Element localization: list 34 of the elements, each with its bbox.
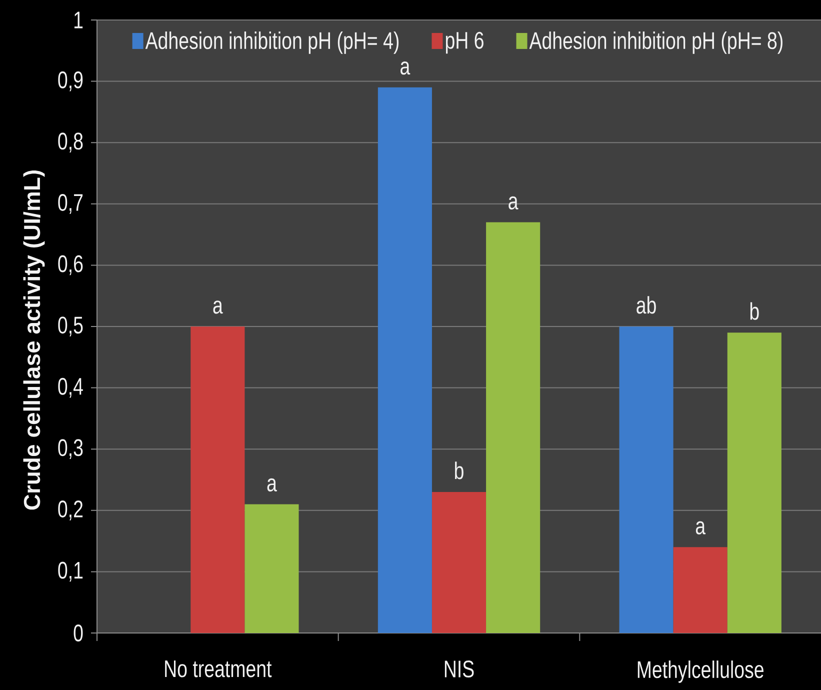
data-label: a (508, 196, 518, 210)
data-label: a (267, 478, 277, 492)
data-label: ab (636, 296, 656, 314)
y-axis-title: Crude cellulase activity (UI/mL) (23, 170, 45, 510)
legend-label: pH 6 (446, 32, 484, 54)
bar (727, 332, 782, 633)
data-label: b (455, 462, 464, 480)
y-tick-label: 0,2 (58, 500, 83, 520)
bar (486, 222, 540, 633)
x-tick-label: Methylcellulose (638, 660, 764, 683)
y-tick-label: 0,9 (58, 71, 83, 92)
y-tick-label: 0,7 (58, 194, 83, 214)
data-label: a (696, 521, 706, 534)
bar (432, 492, 486, 633)
bar (673, 547, 728, 633)
y-tick-label: 0,4 (58, 378, 83, 398)
bar (244, 504, 299, 633)
x-tick-label: No treatment (165, 660, 272, 678)
bar (619, 326, 674, 633)
legend-label: Adhesion inhibition pH (pH= 8) (529, 32, 782, 54)
y-tick-label: 1 (74, 12, 83, 28)
bar (378, 87, 432, 633)
y-tick-label: 0,3 (58, 439, 83, 460)
data-label: b (750, 302, 759, 320)
x-tick-label: NIS (444, 660, 474, 678)
y-tick-label: 0 (74, 624, 83, 642)
bar (190, 326, 245, 633)
legend-label: Adhesion inhibition pH (pH= 4) (145, 32, 399, 54)
y-tick-label: 0,1 (58, 562, 83, 582)
y-tick-label: 0,6 (58, 255, 83, 276)
y-tick-label: 0,8 (58, 132, 83, 153)
y-tick-label: 0,5 (58, 316, 83, 336)
data-label: a (213, 300, 223, 314)
data-label: a (400, 62, 410, 75)
